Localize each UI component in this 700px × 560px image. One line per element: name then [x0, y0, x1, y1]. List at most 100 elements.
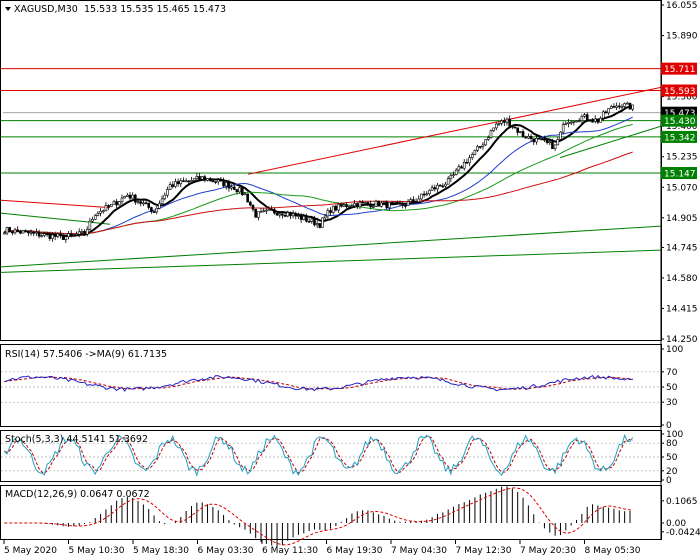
time-tick-label: 6 May 19:30: [327, 546, 383, 556]
candle-body: [551, 141, 554, 150]
candle-body: [224, 182, 228, 187]
candle-body: [64, 236, 68, 240]
candle-body: [61, 234, 65, 240]
candle-body: [553, 144, 557, 150]
candle-body: [136, 201, 140, 204]
candle-body: [396, 201, 399, 204]
candle-body: [444, 183, 447, 187]
candle-body: [249, 201, 252, 206]
horizontal-levels: [1, 68, 661, 174]
macd-signal-line: [4, 487, 633, 546]
level-tag-bg: [661, 62, 697, 75]
indicator-tick-label: 50: [666, 383, 678, 393]
candle-body: [433, 187, 437, 190]
candle-body: [270, 208, 274, 211]
candle-body: [83, 231, 86, 235]
candle-body: [508, 118, 511, 127]
candle-body: [77, 231, 81, 235]
candle-body: [190, 180, 193, 182]
candle-body: [139, 201, 142, 204]
candle-body: [404, 205, 407, 207]
candle-body: [585, 114, 589, 121]
candle-body: [390, 202, 394, 204]
candle-body: [257, 211, 260, 218]
candle-body: [353, 203, 356, 207]
stoch-header: Stoch(5,3,3) 44.5141 51.3692: [5, 434, 148, 445]
price-tick-label: 14.905: [666, 214, 698, 224]
candle-body: [345, 204, 348, 208]
candle-body: [457, 166, 461, 171]
candle-body: [19, 231, 22, 234]
candle-body: [540, 138, 544, 141]
trend-channel-lines: [0, 86, 662, 273]
candle-body: [222, 179, 225, 187]
candle-body: [147, 202, 151, 208]
macd-pane: MACD(12,26,9) 0.0647 0.0672 0.1065 0.00-0…: [4, 486, 700, 547]
candle-body: [174, 181, 177, 187]
price-tick-label: 16.055: [666, 1, 698, 11]
candle-body: [230, 186, 233, 189]
candle-body: [59, 233, 62, 236]
moving-averages: [3, 105, 633, 237]
rsi-axis: 100 70 50 30 0: [661, 345, 683, 431]
candle-body: [470, 154, 474, 158]
macd-histogram: [35, 486, 631, 547]
candle-body: [109, 203, 113, 207]
level-tag-label: 15.473: [664, 109, 696, 119]
candle-body: [358, 201, 362, 208]
candle-body: [339, 204, 343, 207]
candle-body: [588, 119, 592, 122]
candle-body: [219, 179, 223, 182]
candle-body: [372, 206, 375, 208]
candle-body: [158, 203, 161, 209]
candle-body: [516, 127, 519, 133]
candle-body: [45, 233, 49, 236]
candle-body: [438, 184, 442, 187]
candle-body: [278, 213, 282, 216]
candle-body: [374, 200, 378, 207]
candle-body: [350, 205, 354, 208]
candle-body: [3, 232, 6, 235]
candle-body: [572, 121, 576, 123]
symbol-timeframe: XAGUSD,M30: [14, 4, 78, 15]
candle-body: [385, 201, 388, 208]
dropdown-triangle-icon[interactable]: [5, 7, 11, 11]
candle-body: [604, 111, 608, 114]
candle-body: [101, 210, 105, 213]
candle-body: [486, 137, 490, 140]
candle-body: [24, 230, 28, 233]
candle-body: [35, 231, 38, 234]
candle-body: [454, 169, 458, 175]
candle-body: [208, 178, 212, 182]
candle-body: [128, 194, 132, 199]
indicator-tick-label: 80: [666, 439, 678, 449]
candle-body: [305, 215, 308, 222]
price-tick-label: 14.415: [666, 304, 698, 314]
candle-body: [262, 210, 265, 212]
candle-body: [302, 215, 306, 220]
candle-body: [497, 123, 501, 125]
candle-body: [537, 138, 541, 140]
candle-body: [246, 193, 249, 203]
green-trend-segment: [0, 212, 111, 225]
candle-body: [227, 182, 231, 189]
level-tag-bg: [661, 167, 697, 180]
candle-body: [329, 210, 332, 213]
indicator-tick-label: -0.0424: [666, 528, 700, 538]
rsi-ma-line: [4, 376, 633, 390]
candle-body: [428, 189, 431, 195]
candle-body: [294, 213, 298, 217]
candle-body: [203, 176, 207, 181]
candle-body: [366, 202, 370, 205]
candle-body: [449, 175, 453, 179]
candle-body: [187, 180, 191, 183]
candle-body: [347, 206, 351, 208]
chart-header: XAGUSD,M30 15.533 15.535 15.465 15.473: [5, 4, 226, 15]
red-trend-segment: [0, 199, 111, 209]
time-tick-label: 7 May 20:30: [520, 546, 576, 556]
candle-body: [67, 233, 70, 237]
candle-body: [503, 120, 506, 123]
candle-body: [393, 201, 397, 204]
candle-body: [575, 120, 578, 123]
